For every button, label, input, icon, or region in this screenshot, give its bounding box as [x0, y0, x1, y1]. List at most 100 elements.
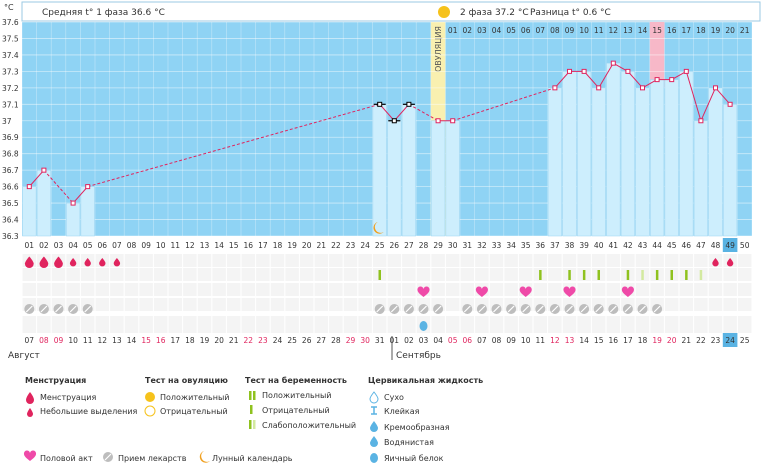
- temp-point[interactable]: [625, 68, 631, 74]
- date-label: 09: [54, 336, 64, 345]
- date-label: 16: [156, 336, 166, 345]
- cycle-day-label: 04: [68, 241, 78, 250]
- legend-cervical-egg-white: Яичный белок: [384, 454, 444, 463]
- marker-cell: [66, 316, 80, 333]
- marker-cell: [475, 254, 489, 267]
- gap-connector: [452, 87, 556, 122]
- temp-line: [598, 62, 614, 89]
- marker-cell: [431, 268, 445, 281]
- temp-point[interactable]: [41, 167, 47, 173]
- marker-cell: [606, 254, 621, 267]
- temp-point[interactable]: [435, 118, 441, 124]
- temp-point[interactable]: [640, 85, 645, 91]
- temp-bar: [723, 104, 738, 237]
- marker-cell: [431, 283, 445, 296]
- intercourse-icon: [563, 286, 576, 297]
- marker-cell: [153, 254, 168, 267]
- date-label: 12: [98, 336, 108, 345]
- legend-pregnancy-weak: Слабоположительный: [262, 421, 356, 430]
- cycle-day-label: 48: [711, 241, 721, 250]
- marker-cell: [226, 316, 241, 333]
- marker-cell: [723, 298, 737, 311]
- date-label: 05: [448, 336, 458, 345]
- marker-cell: [124, 254, 139, 267]
- temp-bar: [577, 71, 592, 237]
- month-september: Сентябрь: [396, 351, 441, 361]
- marker-cell: [153, 268, 168, 281]
- marker-cell: [372, 283, 387, 296]
- legend-intercourse: Половой акт: [40, 454, 93, 463]
- temp-point[interactable]: [391, 118, 397, 124]
- marker-cell: [358, 268, 372, 281]
- date-label: 29: [346, 336, 356, 345]
- cycle-day-label: 09: [141, 241, 151, 250]
- date-label: 24: [725, 336, 735, 345]
- marker-cell: [241, 283, 256, 296]
- date-label: 15: [141, 336, 151, 345]
- cycle-day-label: 08: [127, 241, 137, 250]
- marker-cell: [299, 268, 314, 281]
- temp-point[interactable]: [70, 200, 76, 206]
- temp-point[interactable]: [406, 101, 412, 107]
- top-day-label: 09: [565, 26, 575, 35]
- sticky-icon: [371, 406, 377, 415]
- y-tick-label: 37.5: [2, 34, 19, 43]
- temp-point[interactable]: [610, 60, 616, 66]
- date-label: 10: [68, 336, 78, 345]
- date-label: 04: [433, 336, 443, 345]
- marker-cell: [66, 283, 80, 296]
- cycle-day-label: 40: [594, 241, 604, 250]
- temp-point[interactable]: [669, 77, 675, 83]
- legend-pregnancy-test-title: Тест на беременность: [245, 375, 347, 385]
- date-label: 06: [463, 336, 473, 345]
- marker-cell: [416, 268, 431, 281]
- temp-point[interactable]: [713, 85, 718, 91]
- temp-point[interactable]: [596, 85, 602, 91]
- cycle-day-label: 13: [200, 241, 210, 250]
- menstruation-light-icon: [726, 258, 734, 267]
- date-highlight: [722, 333, 738, 347]
- temp-point[interactable]: [727, 101, 733, 107]
- cycle-day-label: 30: [448, 241, 458, 250]
- y-tick-label: 37.2: [2, 84, 19, 93]
- marker-cell: [37, 268, 51, 281]
- temp-point[interactable]: [552, 85, 558, 91]
- temp-bar: [679, 71, 694, 237]
- date-label: 07: [25, 336, 35, 345]
- marker-cell: [460, 254, 475, 267]
- marker-cell: [314, 316, 329, 333]
- marker-cell: [577, 316, 591, 333]
- y-tick-label: 36.4: [2, 216, 19, 225]
- marker-cell: [80, 316, 95, 333]
- temp-point[interactable]: [26, 184, 32, 190]
- temp-point[interactable]: [85, 184, 91, 190]
- marker-cell: [445, 298, 460, 311]
- marker-cell: [299, 283, 314, 296]
- temp-point[interactable]: [654, 77, 660, 83]
- temp-point[interactable]: [581, 68, 587, 74]
- date-label: 17: [171, 336, 181, 345]
- cycle-day-label: 18: [273, 241, 283, 250]
- marker-cell: [197, 298, 212, 311]
- egg-white-icon: [419, 321, 428, 331]
- marker-cell: [650, 283, 664, 296]
- date-label: 24: [273, 336, 283, 345]
- date-label: 08: [39, 336, 49, 345]
- temp-point[interactable]: [683, 68, 689, 74]
- temp-bar: [22, 186, 37, 237]
- marker-cell: [183, 283, 197, 296]
- pregnancy-test-positive-icon: [685, 270, 688, 280]
- marker-cell: [533, 283, 548, 296]
- marker-cell: [168, 316, 183, 333]
- test-negative-icon: [250, 405, 253, 414]
- temp-point[interactable]: [450, 118, 456, 124]
- temp-line: [700, 87, 716, 121]
- temp-point[interactable]: [377, 101, 383, 107]
- temp-point[interactable]: [698, 118, 704, 124]
- marker-cell: [402, 283, 416, 296]
- date-label: 23: [258, 336, 268, 345]
- marker-cell: [168, 298, 183, 311]
- marker-cell: [606, 316, 621, 333]
- marker-cell: [650, 254, 664, 267]
- temp-point[interactable]: [567, 68, 572, 74]
